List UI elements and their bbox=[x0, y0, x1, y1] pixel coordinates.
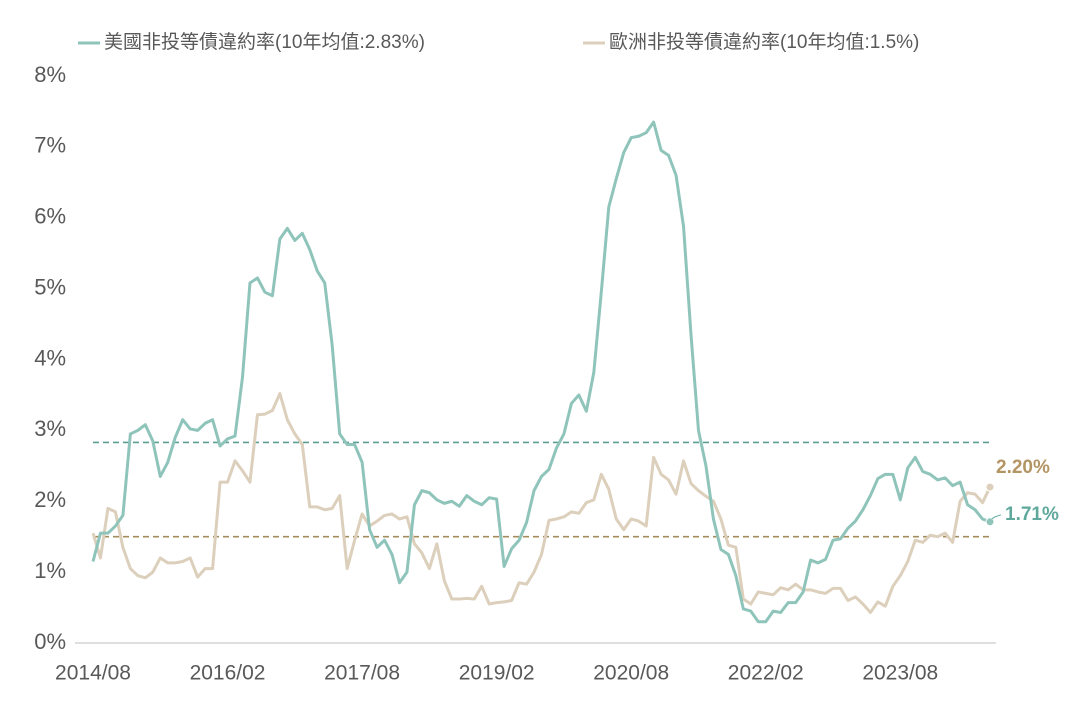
series-line bbox=[91, 120, 991, 624]
y-tick-label: 1% bbox=[34, 558, 66, 583]
x-tick-label: 2023/08 bbox=[862, 662, 938, 685]
x-tick-label: 2017/08 bbox=[324, 662, 400, 685]
x-tick-label: 2016/02 bbox=[190, 662, 266, 685]
series-line bbox=[91, 392, 992, 615]
data-label: 1.71% bbox=[1005, 504, 1059, 525]
y-tick-label: 8% bbox=[34, 62, 66, 87]
y-tick-label: 0% bbox=[34, 629, 66, 654]
end-marker bbox=[985, 517, 995, 527]
y-tick-label: 6% bbox=[34, 204, 66, 229]
legend-label: 歐洲非投等債違約率(10年均值:1.5%) bbox=[609, 31, 919, 53]
x-tick-label: 2022/02 bbox=[728, 662, 804, 685]
end-marker bbox=[985, 482, 995, 492]
y-tick-label: 7% bbox=[34, 133, 66, 158]
x-tick-label: 2019/02 bbox=[459, 662, 535, 685]
y-tick-label: 4% bbox=[34, 345, 66, 370]
y-tick-label: 5% bbox=[34, 274, 66, 299]
y-tick-label: 3% bbox=[34, 416, 66, 441]
label-connector bbox=[991, 514, 1002, 520]
x-tick-label: 2020/08 bbox=[593, 662, 669, 685]
x-tick-label: 2014/08 bbox=[55, 662, 131, 685]
legend-label: 美國非投等債違約率(10年均值:2.83%) bbox=[104, 31, 425, 53]
data-label: 2.20% bbox=[996, 457, 1050, 478]
y-tick-label: 2% bbox=[34, 487, 66, 512]
